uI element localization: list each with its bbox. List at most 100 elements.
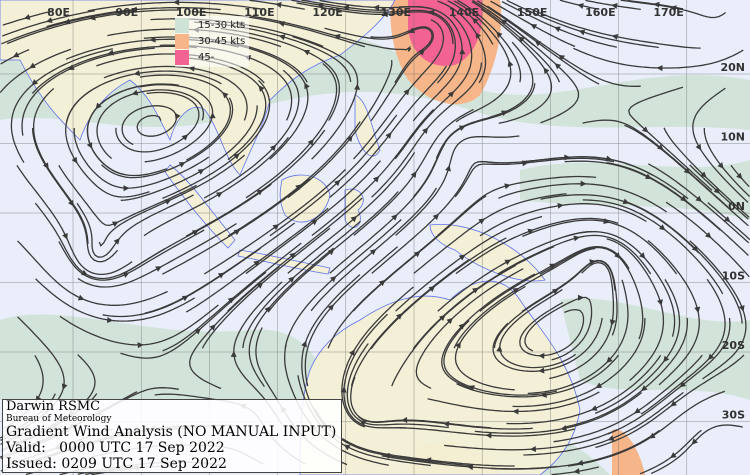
flow-arrow-icon <box>307 139 314 146</box>
flow-arrow-icon <box>31 79 39 86</box>
flow-arrow-icon <box>736 172 743 180</box>
flow-arrow-icon <box>178 162 186 168</box>
centre-name: Darwin RSMC <box>6 399 101 414</box>
streamline <box>395 135 520 236</box>
flow-arrow-icon <box>543 67 550 74</box>
streamline <box>76 194 194 258</box>
flow-arrow-icon <box>573 235 580 242</box>
flow-arrow-icon <box>197 169 205 175</box>
flow-arrow-icon <box>657 299 663 306</box>
flow-arrow-icon <box>23 14 31 20</box>
flow-arrow-icon <box>680 195 687 202</box>
flow-arrow-icon <box>551 288 559 295</box>
flow-arrow-icon <box>694 306 701 314</box>
longitude-label: 140E <box>449 6 479 19</box>
flow-arrow-icon <box>133 70 141 76</box>
flow-arrow-icon <box>209 324 216 331</box>
flow-arrow-icon <box>137 342 144 349</box>
flow-arrow-icon <box>459 48 466 55</box>
flow-arrow-icon <box>713 187 721 194</box>
streamline <box>73 128 210 189</box>
flow-arrow-icon <box>95 102 102 110</box>
flow-arrow-icon <box>295 184 302 191</box>
flow-arrow-icon <box>605 155 613 162</box>
flow-arrow-icon <box>530 23 538 30</box>
zone-30-45 <box>612 429 645 475</box>
latitude-label: 20N <box>720 61 745 74</box>
land-sulawesi <box>344 188 364 228</box>
flow-arrow-icon <box>350 216 358 223</box>
flow-arrow-icon <box>188 65 195 72</box>
flow-arrow-icon <box>181 295 189 302</box>
valid-time: Valid: 0000 UTC 17 Sep 2022 <box>6 440 225 456</box>
flow-arrow-icon <box>657 144 664 151</box>
flow-arrow-icon <box>29 62 36 69</box>
longitude-label: 100E <box>176 6 206 19</box>
flow-arrow-icon <box>614 252 621 259</box>
flow-arrow-icon <box>272 224 280 231</box>
legend-item: 15-30 kts <box>175 17 245 33</box>
flow-arrow-icon <box>639 252 646 259</box>
flow-arrow-icon <box>329 275 337 283</box>
flow-arrow-icon <box>89 14 96 21</box>
flow-arrow-icon <box>408 27 416 33</box>
flow-arrow-icon <box>670 452 677 459</box>
flow-arrow-icon <box>648 432 656 439</box>
flow-arrow-icon <box>71 156 78 164</box>
flow-arrow-icon <box>504 183 511 190</box>
flow-arrow-icon <box>472 17 479 25</box>
flow-arrow-icon <box>504 259 512 266</box>
flow-arrow-icon <box>738 305 745 312</box>
flow-arrow-icon <box>173 0 180 6</box>
streamline <box>573 47 744 69</box>
streamline <box>34 202 166 280</box>
flow-arrow-icon <box>611 33 619 40</box>
streamline <box>77 223 237 288</box>
legend-item: 30-45 kts <box>175 33 245 49</box>
flow-arrow-icon <box>107 49 114 56</box>
flow-arrow-icon <box>111 221 119 227</box>
flow-arrow-icon <box>181 134 189 141</box>
flow-arrow-icon <box>611 3 618 9</box>
flow-arrow-icon <box>289 252 296 259</box>
flow-arrow-icon <box>695 143 702 151</box>
flow-arrow-icon <box>717 162 724 169</box>
flow-arrow-icon <box>346 135 353 142</box>
flow-arrow-icon <box>466 464 474 471</box>
flow-arrow-icon <box>723 216 731 223</box>
legend-label: 30-45 kts <box>198 35 246 47</box>
flow-arrow-icon <box>445 164 451 172</box>
legend-swatch <box>175 49 189 65</box>
flow-arrow-icon <box>269 144 277 152</box>
flow-arrow-icon <box>606 356 613 363</box>
flow-arrow-icon <box>222 92 229 99</box>
flow-arrow-icon <box>707 353 715 360</box>
longitude-labels: 80E 90E 100E 110E 120E 130E 140E 150E 160E 170E <box>47 6 684 19</box>
flow-arrow-icon <box>130 6 138 13</box>
flow-arrow-icon <box>695 195 703 202</box>
flow-arrow-icon <box>670 400 677 407</box>
flow-arrow-icon <box>164 199 172 205</box>
latitude-label: 10S <box>722 270 745 283</box>
flow-arrow-icon <box>557 202 564 209</box>
flow-arrow-icon <box>609 319 616 326</box>
flow-arrow-icon <box>670 5 677 12</box>
longitude-label: 160E <box>585 6 615 19</box>
flow-arrow-icon <box>500 110 508 117</box>
flow-arrow-icon <box>447 91 455 98</box>
flow-arrow-icon <box>554 63 562 70</box>
flow-arrow-icon <box>577 294 585 301</box>
flow-arrow-icon <box>403 88 410 96</box>
flow-arrow-icon <box>155 266 162 272</box>
zone-15-30 <box>0 314 322 400</box>
issued-time: Issued: 0209 UTC 17 Sep 2022 <box>6 456 227 472</box>
flow-arrow-icon <box>391 214 398 221</box>
flow-arrow-icon <box>122 272 130 278</box>
flow-arrow-icon <box>113 238 120 245</box>
flow-arrow-icon <box>373 4 380 11</box>
flow-arrow-icon <box>253 260 260 267</box>
flow-arrow-icon <box>663 355 670 363</box>
flow-arrow-icon <box>301 340 307 348</box>
flow-arrow-icon <box>458 125 466 132</box>
